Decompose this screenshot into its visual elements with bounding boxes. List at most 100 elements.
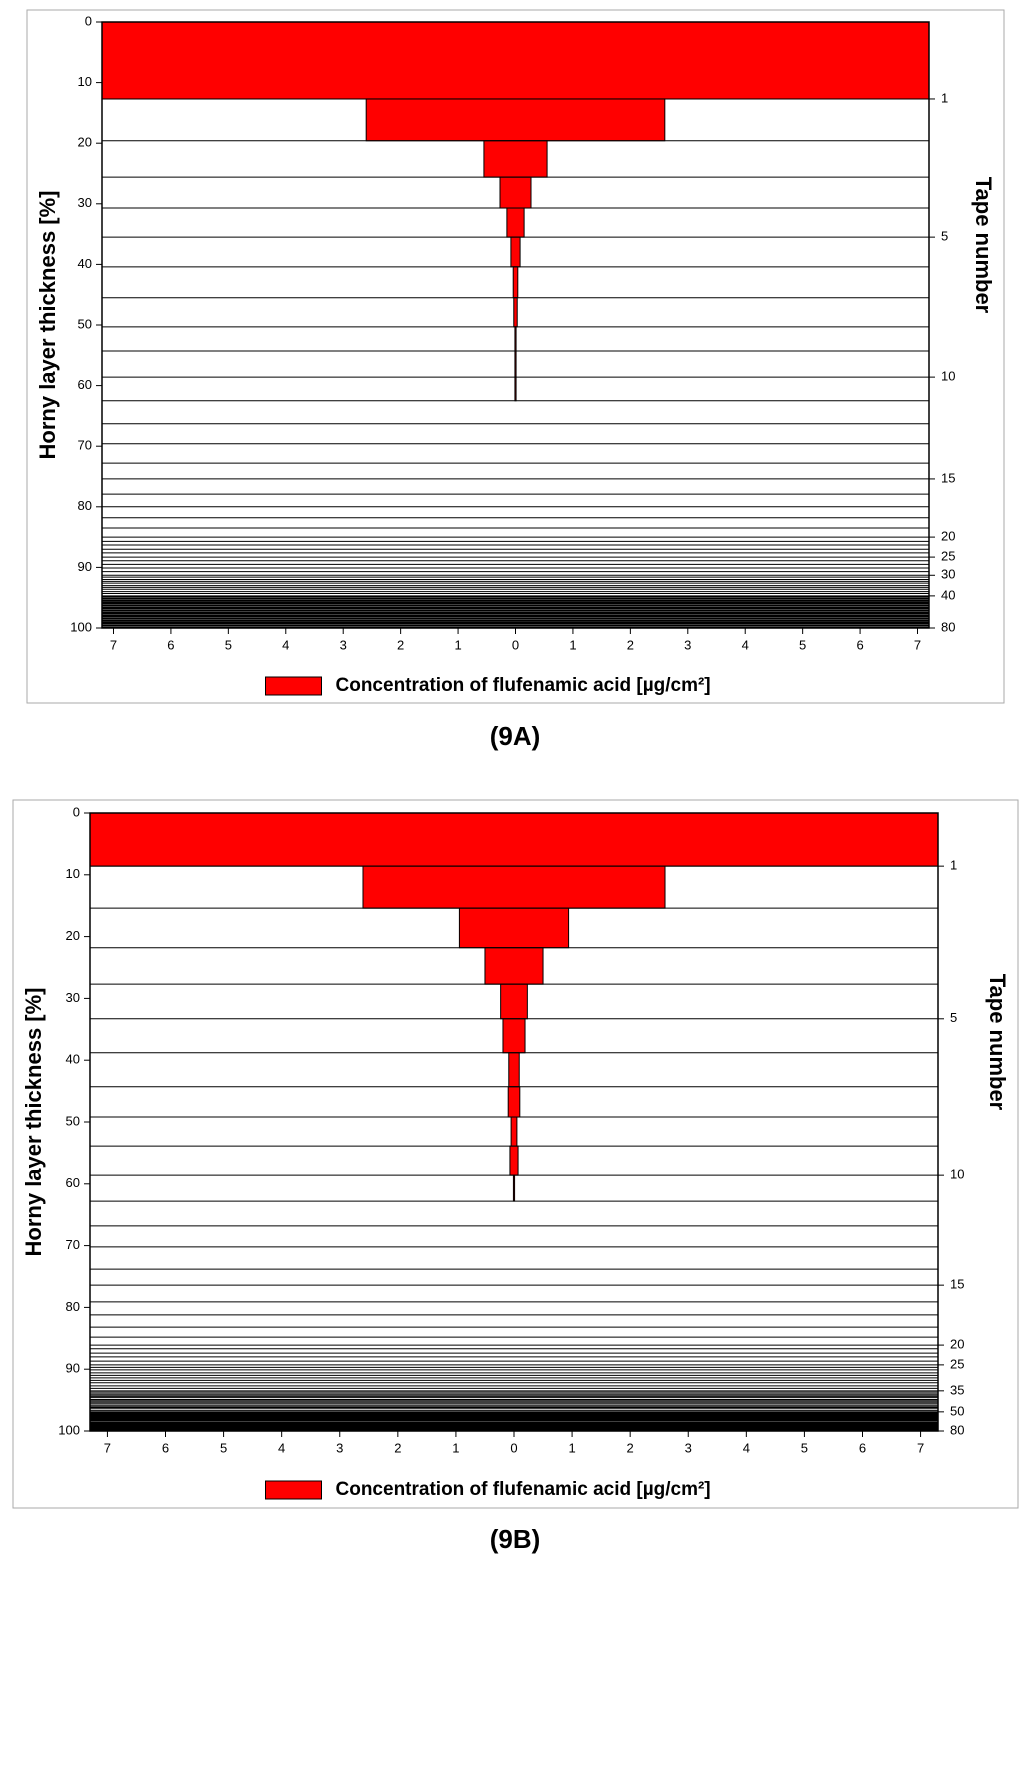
legend-swatch (265, 676, 322, 696)
y-tick-label: 80 (66, 1299, 80, 1314)
y2-axis-title: Tape number (971, 177, 996, 314)
x-tick-label: 3 (336, 1440, 343, 1455)
bar (512, 266, 519, 299)
x-tick-label: 5 (801, 1440, 808, 1455)
x-tick-label: 5 (220, 1440, 227, 1455)
y-tick-label: 50 (66, 1113, 80, 1128)
x-tick-label: 3 (685, 1440, 692, 1455)
y-tick-label: 40 (66, 1052, 80, 1067)
x-tick-label: 3 (340, 637, 347, 652)
y-tick-label: 60 (78, 377, 92, 392)
x-tick-label: 4 (278, 1440, 285, 1455)
x-tick-label: 2 (394, 1440, 401, 1455)
y2-tick-label: 20 (941, 529, 955, 544)
y-tick-label: 90 (66, 1361, 80, 1376)
y2-tick-label: 1 (950, 858, 957, 873)
y-tick-label: 0 (73, 804, 80, 819)
x-tick-label: 2 (627, 1440, 634, 1455)
caption: (9A) (490, 721, 541, 751)
y2-tick-label: 5 (950, 1010, 957, 1025)
y2-tick-label: 20 (950, 1337, 964, 1352)
x-tick-label: 6 (167, 637, 174, 652)
y-tick-label: 20 (78, 135, 92, 150)
y2-tick-label: 40 (941, 587, 955, 602)
x-tick-label: 1 (568, 1440, 575, 1455)
bar (362, 865, 666, 909)
legend-label: Concentration of flufenamic acid [µg/cm²… (336, 675, 711, 696)
y-tick-label: 10 (78, 74, 92, 89)
y-tick-label: 30 (78, 195, 92, 210)
x-tick-label: 7 (917, 1440, 924, 1455)
bar (510, 1116, 518, 1147)
x-tick-label: 7 (110, 637, 117, 652)
bar (508, 1052, 520, 1088)
y2-tick-label: 10 (950, 1167, 964, 1182)
bar (499, 176, 532, 209)
y-tick-label: 80 (78, 498, 92, 513)
bar (514, 326, 517, 352)
y2-tick-label: 25 (941, 549, 955, 564)
x-tick-label: 1 (454, 637, 461, 652)
bar (500, 983, 528, 1020)
y-tick-label: 0 (85, 13, 92, 28)
panel-frame (26, 9, 1005, 704)
x-tick-label: 2 (397, 637, 404, 652)
bar (101, 21, 930, 100)
bar (513, 297, 518, 328)
bar (514, 376, 517, 402)
bar (514, 350, 517, 378)
x-tick-label: 5 (225, 637, 232, 652)
y2-tick-label: 10 (941, 369, 955, 384)
bar (510, 236, 521, 268)
bar (509, 1145, 519, 1176)
x-tick-label: 4 (743, 1440, 750, 1455)
y-tick-label: 40 (78, 256, 92, 271)
y-tick-label: 70 (78, 438, 92, 453)
y-tick-label: 60 (66, 1175, 80, 1190)
x-tick-label: 0 (510, 1440, 517, 1455)
x-tick-label: 7 (104, 1440, 111, 1455)
y-tick-label: 90 (78, 559, 92, 574)
y-tick-label: 100 (70, 619, 92, 634)
y-tick-label: 30 (66, 990, 80, 1005)
x-tick-label: 6 (859, 1440, 866, 1455)
bar (483, 140, 548, 178)
panel-frame (12, 799, 1019, 1509)
y2-tick-label: 50 (950, 1403, 964, 1418)
bar (506, 207, 525, 238)
legend-swatch (265, 1480, 322, 1500)
x-tick-label: 7 (914, 637, 921, 652)
bar (512, 1174, 516, 1202)
bar (507, 1086, 521, 1118)
y-tick-label: 20 (66, 928, 80, 943)
x-tick-label: 1 (452, 1440, 459, 1455)
x-tick-label: 3 (684, 637, 691, 652)
y2-tick-label: 30 (941, 567, 955, 582)
x-tick-label: 4 (282, 637, 289, 652)
x-tick-label: 2 (627, 637, 634, 652)
x-tick-label: 0 (512, 637, 519, 652)
y-tick-label: 10 (66, 866, 80, 881)
y2-tick-label: 80 (941, 619, 955, 634)
y2-tick-label: 25 (950, 1356, 964, 1371)
legend-label: Concentration of flufenamic acid [µg/cm²… (336, 1479, 711, 1500)
y2-tick-label: 1 (941, 90, 948, 105)
y-tick-label: 50 (78, 316, 92, 331)
y2-tick-label: 35 (950, 1382, 964, 1397)
y2-tick-label: 15 (950, 1277, 964, 1292)
y2-tick-label: 15 (941, 470, 955, 485)
y2-tick-label: 80 (950, 1422, 964, 1437)
x-tick-label: 6 (856, 637, 863, 652)
x-tick-label: 4 (742, 637, 749, 652)
y-tick-label: 100 (58, 1422, 80, 1437)
x-tick-label: 6 (162, 1440, 169, 1455)
bar (502, 1018, 526, 1054)
y2-tick-label: 5 (941, 229, 948, 244)
caption: (9B) (490, 1524, 541, 1554)
bar (89, 812, 939, 867)
bar (365, 98, 666, 142)
y2-axis-title: Tape number (985, 974, 1010, 1111)
y-axis-title: Horny layer thickness [%] (21, 988, 46, 1257)
